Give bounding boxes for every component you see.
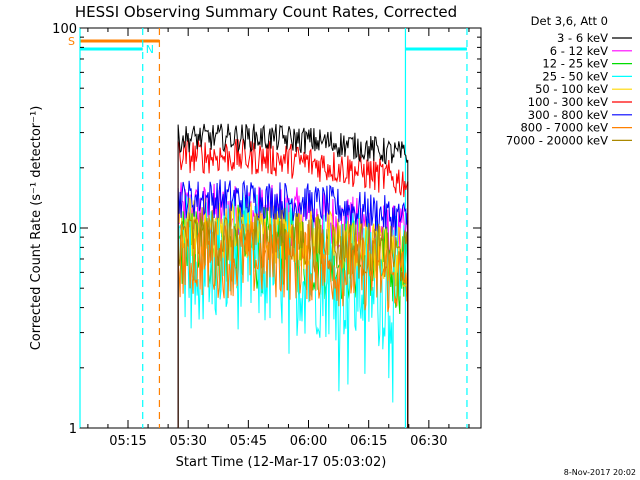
series-layer xyxy=(177,123,409,428)
flag-bar xyxy=(405,47,467,51)
x-tick-label: 05:15 xyxy=(109,434,146,449)
legend-label: 12 - 25 keV xyxy=(542,57,608,71)
legend-label: 300 - 800 keV xyxy=(528,108,608,122)
y-axis-label: Corrected Count Rate (s⁻¹ detector⁻¹) xyxy=(29,106,44,351)
series-line xyxy=(177,179,409,428)
x-axis-label: Start Time (12-Mar-17 05:03:02) xyxy=(176,455,387,470)
flag-bar xyxy=(80,47,143,51)
chart-title: HESSI Observing Summary Count Rates, Cor… xyxy=(75,3,457,21)
y-tick-label: 100 xyxy=(52,22,77,37)
x-tick-label: 06:15 xyxy=(350,434,387,449)
footer-date: 8-Nov-2017 20:02 xyxy=(564,468,636,477)
series-line xyxy=(177,123,409,428)
legend-label: 100 - 300 keV xyxy=(528,95,608,109)
y-ticks: 1 10 100 xyxy=(52,22,481,437)
series-line xyxy=(177,221,409,428)
legend-label: 800 - 7000 keV xyxy=(520,121,608,135)
x-tick-label: 06:00 xyxy=(290,434,327,449)
flag-label: S xyxy=(68,35,75,48)
flag-bar xyxy=(80,39,160,43)
y-tick-label: 1 xyxy=(69,422,77,437)
legend-title: Det 3,6, Att 0 xyxy=(531,14,608,28)
legend-label: 25 - 50 keV xyxy=(542,69,608,83)
x-tick-label: 05:30 xyxy=(169,434,206,449)
legend-label: 3 - 6 keV xyxy=(557,31,608,45)
legend-label: 50 - 100 keV xyxy=(535,82,608,96)
y-tick-label: 10 xyxy=(60,222,77,237)
x-tick-label: 06:30 xyxy=(410,434,447,449)
flag-bars: SN xyxy=(68,35,467,56)
series-line xyxy=(177,138,409,428)
x-tick-label: 05:45 xyxy=(230,434,267,449)
legend-label: 6 - 12 keV xyxy=(550,44,608,58)
x-ticks: 05:15 05:30 05:45 06:00 06:15 06:30 xyxy=(87,28,470,449)
legend-label: 7000 - 20000 keV xyxy=(506,133,608,147)
flag-label: N xyxy=(146,43,154,56)
